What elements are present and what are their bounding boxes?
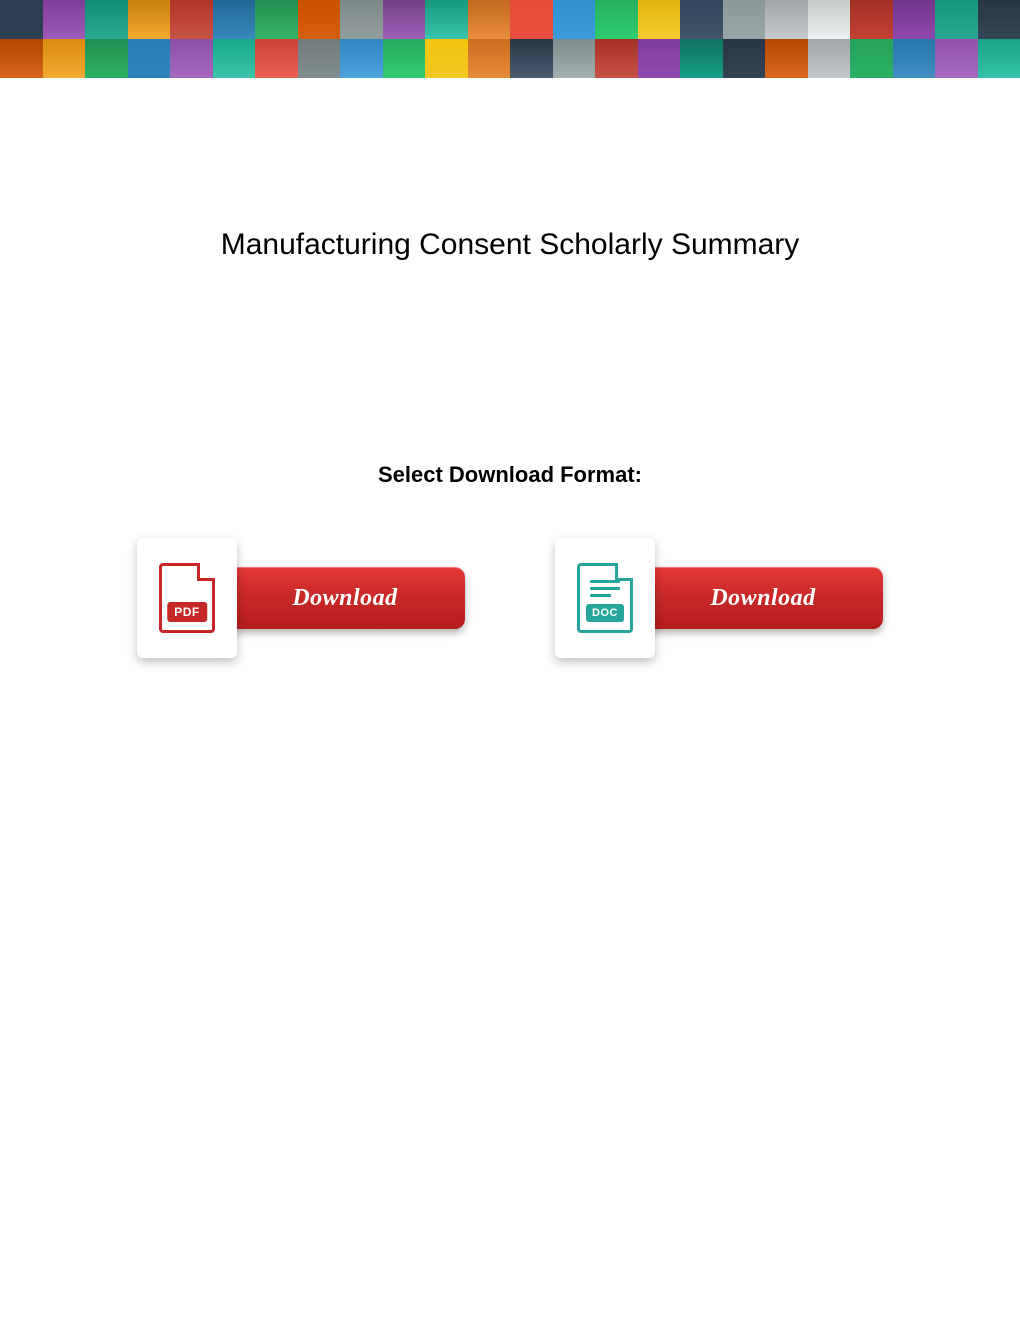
banner-tile bbox=[0, 39, 43, 78]
banner-tile bbox=[340, 39, 383, 78]
banner-tile bbox=[510, 0, 553, 39]
download-doc-option[interactable]: DOC Download bbox=[555, 538, 883, 658]
banner-tile bbox=[935, 0, 978, 39]
banner-tile bbox=[255, 39, 298, 78]
banner-tile bbox=[170, 0, 213, 39]
download-format-label: Select Download Format: bbox=[0, 462, 1020, 488]
pdf-label: PDF bbox=[167, 602, 207, 622]
download-pdf-button-label: Download bbox=[292, 585, 397, 612]
banner-tile bbox=[978, 0, 1020, 39]
doc-icon-wrap: DOC bbox=[555, 538, 655, 658]
download-doc-button[interactable]: Download bbox=[643, 567, 883, 629]
banner-tile bbox=[765, 39, 808, 78]
banner-tile bbox=[553, 39, 596, 78]
banner-tile bbox=[893, 0, 936, 39]
download-pdf-option[interactable]: PDF Download bbox=[137, 538, 465, 658]
banner-tile bbox=[680, 0, 723, 39]
banner-tile bbox=[213, 0, 256, 39]
banner-tile bbox=[425, 39, 468, 78]
banner-tile bbox=[383, 39, 426, 78]
banner-tile bbox=[298, 39, 341, 78]
banner-tile bbox=[85, 39, 128, 78]
banner-tile bbox=[638, 39, 681, 78]
download-pdf-button[interactable]: Download bbox=[225, 567, 465, 629]
banner-tile bbox=[935, 39, 978, 78]
banner-tile bbox=[850, 0, 893, 39]
banner-tile bbox=[43, 0, 86, 39]
banner-tile bbox=[808, 39, 851, 78]
banner-tile bbox=[595, 39, 638, 78]
download-doc-button-label: Download bbox=[710, 585, 815, 612]
banner-tile bbox=[298, 0, 341, 39]
banner-tile bbox=[808, 0, 851, 39]
banner-tile bbox=[255, 0, 298, 39]
banner-tile bbox=[680, 39, 723, 78]
banner-tile bbox=[425, 0, 468, 39]
banner-tile bbox=[170, 39, 213, 78]
download-options: PDF Download DOC Down bbox=[0, 538, 1020, 658]
pdf-file-icon: PDF bbox=[159, 563, 215, 633]
banner-tile bbox=[213, 39, 256, 78]
banner-tile bbox=[468, 39, 511, 78]
banner-tile bbox=[383, 0, 426, 39]
banner-tile bbox=[468, 0, 511, 39]
banner-tile bbox=[0, 0, 43, 39]
banner-tile bbox=[553, 0, 596, 39]
page-title: Manufacturing Consent Scholarly Summary bbox=[0, 228, 1020, 262]
banner-tile bbox=[128, 39, 171, 78]
banner-tile bbox=[340, 0, 383, 39]
banner-tile bbox=[128, 0, 171, 39]
banner-tile bbox=[510, 39, 553, 78]
doc-file-icon: DOC bbox=[577, 563, 633, 633]
banner-tile bbox=[595, 0, 638, 39]
banner-tile bbox=[723, 0, 766, 39]
banner-tile bbox=[850, 39, 893, 78]
top-banner bbox=[0, 0, 1020, 78]
banner-tile bbox=[85, 0, 128, 39]
doc-label: DOC bbox=[586, 604, 624, 622]
pdf-icon-wrap: PDF bbox=[137, 538, 237, 658]
banner-tile bbox=[723, 39, 766, 78]
banner-tile bbox=[978, 39, 1020, 78]
banner-tile bbox=[638, 0, 681, 39]
banner-tile bbox=[43, 39, 86, 78]
banner-tile bbox=[765, 0, 808, 39]
banner-tile bbox=[893, 39, 936, 78]
